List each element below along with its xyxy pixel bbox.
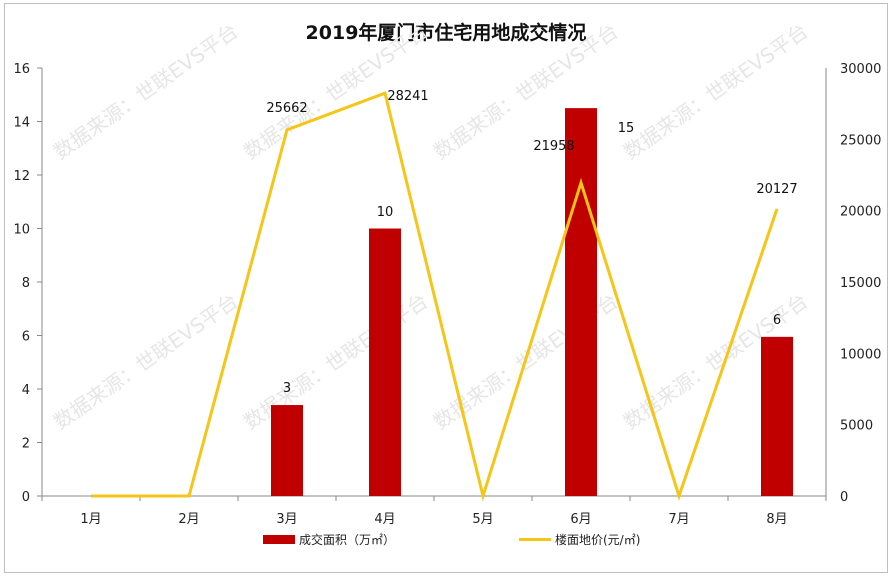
chart-frame — [4, 3, 888, 573]
right-tick-label: 15000 — [840, 276, 881, 291]
price-line — [91, 91, 779, 502]
right-tick-label: 25000 — [840, 133, 881, 148]
legend-bar-item: 成交面积（万㎡） — [263, 531, 395, 548]
x-tick-label: 2月 — [178, 512, 199, 527]
watermark-text: 数据来源：世联EVS平台 — [49, 19, 242, 164]
bar — [761, 336, 793, 496]
legend-bar-label: 成交面积（万㎡） — [299, 533, 396, 547]
bar-value-label: 6 — [773, 313, 781, 328]
x-tick-label: 7月 — [668, 512, 689, 527]
left-tick-label: 10 — [13, 223, 30, 238]
left-tick-label: 6 — [22, 330, 30, 345]
x-tick-label: 6月 — [570, 512, 591, 527]
left-tick-label: 8 — [22, 276, 30, 291]
bar-value-label: 15 — [618, 121, 635, 136]
bar-value-label: 10 — [377, 205, 394, 220]
left-tick-label: 0 — [22, 490, 30, 505]
right-tick-label: 20000 — [840, 205, 881, 220]
left-tick-label: 2 — [22, 437, 30, 452]
watermark-text: 数据来源：世联EVS平台 — [619, 19, 812, 164]
line-value-label: 25662 — [266, 101, 307, 116]
right-tick-label: 10000 — [840, 347, 881, 362]
line-value-label: 21958 — [533, 139, 574, 154]
line-value-label: 28241 — [387, 89, 428, 104]
right-tick-label: 5000 — [840, 419, 873, 434]
bar — [565, 108, 597, 496]
x-tick-label: 1月 — [80, 512, 101, 527]
bar — [271, 405, 303, 496]
line-swatch-icon — [519, 538, 551, 541]
line-value-label: 20127 — [756, 182, 797, 197]
bar-swatch-icon — [263, 535, 295, 544]
x-tick-label: 3月 — [276, 512, 297, 527]
legend-line-item: 楼面地价(元/㎡) — [519, 531, 640, 548]
x-tick-label: 4月 — [374, 512, 395, 527]
left-tick-label: 16 — [13, 62, 30, 77]
bar-value-label: 3 — [283, 381, 291, 396]
x-tick-label: 8月 — [766, 512, 787, 527]
watermark-text: 数据来源：世联EVS平台 — [239, 289, 432, 434]
left-tick-label: 14 — [13, 116, 30, 131]
bar — [369, 228, 401, 496]
left-tick-label: 4 — [22, 383, 30, 398]
left-tick-label: 12 — [13, 169, 30, 184]
right-tick-label: 30000 — [840, 62, 881, 77]
legend-line-label: 楼面地价(元/㎡) — [555, 533, 641, 547]
watermark-text: 数据来源：世联EVS平台 — [49, 289, 242, 434]
x-tick-label: 5月 — [472, 512, 493, 527]
chart-title: 2019年厦门市住宅用地成交情况 — [305, 22, 587, 44]
right-tick-label: 0 — [840, 490, 848, 505]
